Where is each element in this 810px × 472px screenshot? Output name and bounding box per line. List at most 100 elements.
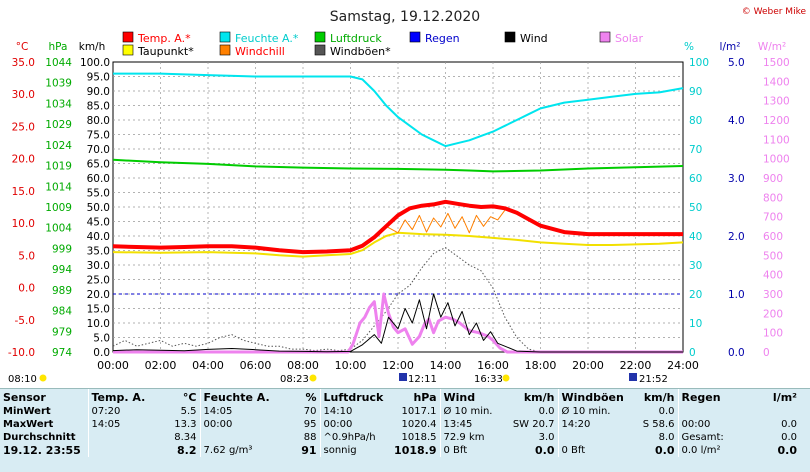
x-tick: 10:00 [335, 359, 367, 372]
humidity-tick: 20 [689, 289, 702, 301]
stats-row-label: Durchschnitt [3, 432, 76, 443]
stats-header: °C [182, 390, 197, 404]
stats-header: km/h [643, 390, 675, 404]
wind-tick: 50.0 [87, 202, 110, 214]
stats-cell: 0.0 [538, 406, 555, 417]
stats-header: Windböen [557, 389, 626, 405]
x-tick: 02:00 [145, 359, 177, 372]
stats-cell: 0.0 [535, 444, 555, 457]
moon-label: 21:52 [639, 374, 668, 385]
pressure-tick: 1019 [45, 161, 72, 173]
series-line-taupunkt [112, 231, 684, 258]
wind-tick: 35.0 [87, 246, 110, 258]
stats-cell: 7.62 g/m³ [199, 444, 270, 457]
stats-cell: 0.0 [781, 432, 797, 443]
wind-tick: 95.0 [87, 72, 110, 84]
stats-cell: sonnig [319, 444, 388, 457]
series-line-solar [113, 292, 683, 354]
stats-cell: 72.9 km [439, 431, 506, 444]
x-tick: 00:00 [97, 359, 129, 372]
solar-tick: 900 [763, 173, 783, 185]
rain-tick: 4.0 [728, 115, 745, 127]
sun-icon [502, 374, 510, 382]
humidity-tick: 80 [689, 115, 702, 127]
stats-header: Feuchte A. [199, 389, 270, 405]
stats-table: Sensor Temp. A. °C Feuchte A. % Luftdruc… [0, 389, 800, 457]
stats-cell: S 58.6 [642, 419, 675, 430]
stats-cell [87, 444, 148, 457]
stats-header: km/h [523, 390, 555, 404]
pressure-tick: 979 [52, 326, 72, 338]
pressure-tick: 1044 [45, 57, 72, 69]
pressure-tick: 984 [52, 306, 72, 318]
x-tick: 18:00 [525, 359, 557, 372]
stats-cell: 00:00 [677, 418, 744, 431]
chart-svg: Samstag, 19.12.2020 © Weber Mike Temp. A.*… [8, 7, 807, 385]
stats-cell: 13.3 [174, 419, 197, 430]
humidity-tick: 0 [689, 347, 696, 359]
stats-cell: 8.0 [658, 432, 675, 443]
stats-row-label: MinWert [3, 406, 51, 417]
weather-chart: Samstag, 19.12.2020 © Weber Mike Temp. A.*… [8, 7, 807, 385]
stats-header: Regen [677, 389, 744, 405]
legend-swatch [122, 44, 134, 56]
temp-tick: 20.0 [12, 154, 35, 166]
legend-swatch [122, 31, 134, 43]
x-tick: 12:00 [382, 359, 414, 372]
humidity-tick: 30 [689, 260, 702, 272]
stats-header-row: Sensor Temp. A. °C Feuchte A. % Luftdruc… [0, 389, 800, 405]
stats-cell: Ø 10 min. [439, 405, 506, 418]
stats-cell: 0.0 [658, 406, 675, 417]
rain-tick: 5.0 [728, 57, 745, 69]
x-tick: 06:00 [240, 359, 272, 372]
stats-row-current: 19.12. 23:55 8.2 7.62 g/m³ 91 sonnig 101… [0, 444, 800, 457]
temp-tick: 35.0 [12, 57, 35, 69]
series-line-windchill [362, 209, 506, 247]
temp-unit: °C [16, 41, 29, 53]
stats-cell: 1018.9 [394, 444, 437, 457]
stats-cell: 0.0 [777, 444, 798, 457]
stats-row-label: 19.12. 23:55 [3, 444, 81, 457]
stats-panel: Sensor Temp. A. °C Feuchte A. % Luftdruc… [0, 388, 810, 472]
wind-tick: 15.0 [87, 304, 110, 316]
x-tick: 24:00 [667, 359, 699, 372]
stats-cell: 91 [301, 444, 317, 457]
stats-cell: 0.0 [781, 419, 797, 430]
solar-tick: 200 [763, 308, 783, 320]
x-tick: 22:00 [620, 359, 652, 372]
humidity-tick: 60 [689, 173, 702, 185]
temp-tick: 0.0 [18, 283, 35, 295]
stats-cell: 07:20 [87, 405, 148, 418]
series-line-feuchte-a [113, 72, 684, 148]
legend-swatch [219, 31, 231, 43]
stats-cell: 1017.1 [401, 406, 437, 417]
stats-row-min: MinWert 07:20 5.5 14:05 70 14:10 1017.1 … [0, 405, 800, 418]
stats-cell: 13:45 [439, 418, 506, 431]
stats-header: % [305, 390, 317, 404]
temp-tick: 5.0 [18, 250, 35, 262]
wind-tick: 0.0 [93, 347, 110, 359]
stats-cell: 0 Bft [439, 444, 506, 457]
stats-cell: 1020.4 [401, 419, 437, 430]
temp-tick: 25.0 [12, 121, 35, 133]
solar-tick: 400 [763, 270, 783, 282]
legend-label: Luftdruck [330, 32, 382, 45]
stats-cell: 95 [303, 419, 317, 430]
sun-icon [39, 374, 47, 382]
sunrise-label: 08:10 [8, 374, 37, 385]
legend-swatch [314, 31, 326, 43]
sun-icon [309, 374, 317, 382]
chart-title: Samstag, 19.12.2020 [330, 9, 480, 25]
stats-row-max: MaxWert 14:05 13.3 00:00 95 00:00 1020.4… [0, 418, 800, 431]
legend-swatch [504, 31, 516, 43]
pressure-tick: 1034 [45, 98, 72, 110]
stats-cell: ^0.9hPa/h [319, 431, 388, 444]
legend-swatch [409, 31, 421, 43]
solar-tick: 500 [763, 250, 783, 262]
pressure-tick: 1024 [45, 140, 72, 152]
solar-tick: 1400 [763, 76, 790, 88]
solar-tick: 0 [763, 347, 770, 359]
stats-cell: 1018.5 [401, 432, 437, 443]
solar-tick: 100 [763, 328, 783, 340]
series-line-luftdruck [112, 158, 684, 173]
